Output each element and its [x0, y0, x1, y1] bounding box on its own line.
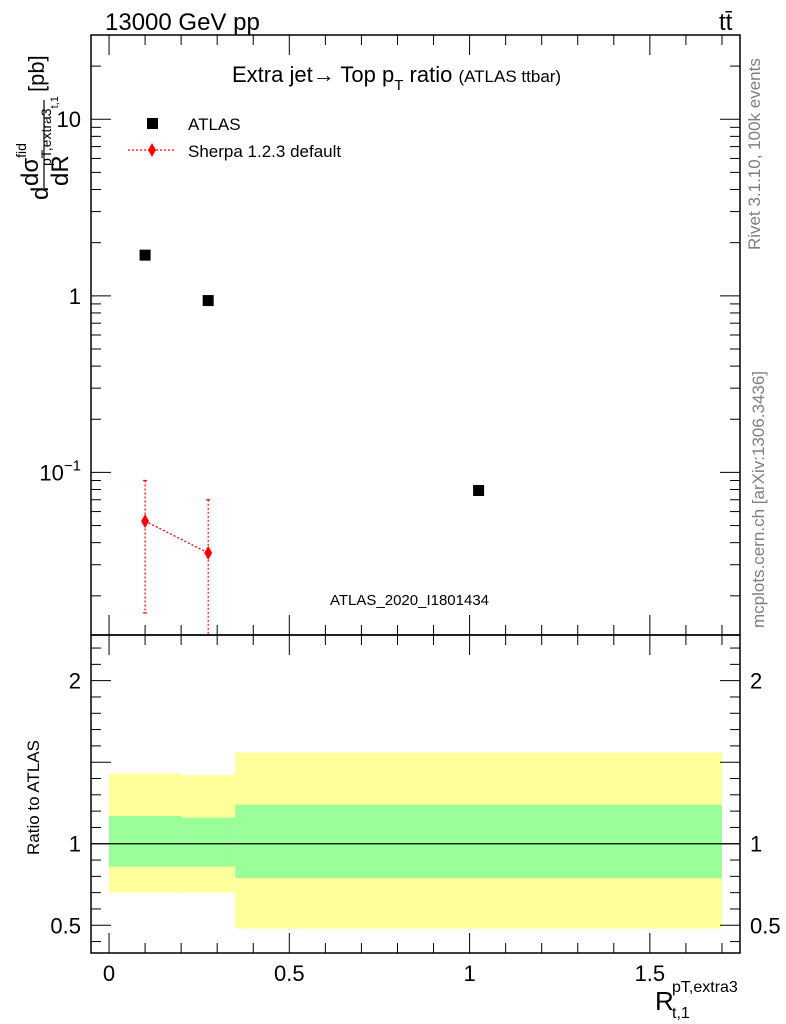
main-data-layer — [139, 249, 485, 635]
ratio-xlabel: R — [655, 986, 674, 1016]
plot-title: Extra jet→ Top pT ratio (ATLAS ttbar) — [232, 62, 561, 94]
ratio-ytick-label-right: 2 — [750, 669, 762, 694]
main-ytick-label: 10 — [57, 107, 81, 132]
ratio-xlabel-sub: t,1 — [672, 1005, 690, 1022]
svg-text:dσfid: dσfid — [13, 143, 44, 186]
atlas-point — [473, 484, 485, 496]
plot-title-tail: ratio — [403, 62, 458, 87]
ylabel-unit: [pb] — [24, 55, 49, 92]
atlas-point — [202, 295, 214, 307]
main-ytick-label: 10−1 — [39, 457, 81, 485]
legend: ATLAS Sherpa 1.2.3 default — [128, 115, 341, 161]
analysis-watermark: ATLAS_2020_I1801434 — [330, 592, 489, 609]
svg-text:pT,extra3t,1: pT,extra3t,1 — [38, 96, 61, 166]
ylabel-dsigma: dσ — [17, 158, 44, 186]
svg-text:dR: dR — [47, 155, 74, 186]
ylabel-sub2: t,1 — [49, 96, 61, 108]
legend-sherpa-marker — [148, 143, 156, 157]
ylabel-sub: pT,extra3 — [38, 108, 54, 166]
main-ytick-label: 1 — [69, 284, 81, 309]
svg-text:[pb]: [pb] — [24, 55, 49, 92]
main-ticks: 10−1 1 10 — [39, 34, 740, 635]
ratio-xtick-label: 0 — [103, 961, 115, 986]
xlabel-R: R — [655, 986, 674, 1016]
ratio-ytick-label-left: 0.5 — [50, 913, 81, 938]
ylabel-d: d — [27, 187, 54, 200]
plot-title-main: Extra jet→ Top p — [232, 62, 394, 87]
ratio-ytick-label-left: 1 — [69, 832, 81, 857]
plot-title-small: (ATLAS ttbar) — [458, 67, 561, 86]
svg-text:d: d — [27, 187, 54, 200]
rivet-label: Rivet 3.1.10, 100k events — [745, 58, 764, 250]
sherpa-point — [141, 514, 150, 529]
legend-atlas-label: ATLAS — [188, 115, 241, 134]
legend-atlas-marker — [147, 118, 158, 129]
ratio-ytick-label-left: 2 — [69, 669, 81, 694]
ratio-ticks: 0.5 0.5 1 1 2 2 0 0.5 1 1.5 — [50, 635, 781, 986]
ratio-xtick-label: 0.5 — [274, 961, 305, 986]
ratio-data-layer — [91, 752, 740, 929]
legend-sherpa-label: Sherpa 1.2.3 default — [188, 142, 341, 161]
ratio-ylabel: Ratio to ATLAS — [24, 740, 43, 855]
ratio-ytick-label-right: 0.5 — [750, 913, 781, 938]
main-panel: 10−1 1 10 Extra jet→ Top pT ratio (ATLAS t… — [13, 34, 741, 636]
plot-title-sub: T — [394, 77, 403, 94]
sherpa-point — [204, 545, 213, 560]
ratio-panel: 0.5 0.5 1 1 2 2 0 0.5 1 1.5 Ratio to ATLAS R pT,e… — [24, 634, 781, 1022]
main-ylabel: d dσfid pT,extra3t,1 dR [pb] — [13, 55, 74, 200]
ratio-band-inner — [181, 817, 236, 867]
ratio-xlabel-sup: pT,extra3 — [672, 979, 738, 996]
ylabel-dR: dR — [47, 155, 74, 186]
ratio-xtick-label: 1 — [463, 961, 475, 986]
header-energy-label: 13000 GeV pp — [105, 9, 260, 36]
ratio-band-inner — [109, 816, 182, 867]
header-process-label: tt̄ — [719, 9, 733, 36]
ratio-ytick-label-right: 1 — [750, 832, 762, 857]
ratio-xtick-label: 1.5 — [635, 961, 666, 986]
ylabel-fid: fid — [13, 143, 29, 158]
mcplots-label: mcplots.cern.ch [arXiv:1306.3436] — [749, 371, 768, 628]
sherpa-line — [144, 520, 209, 554]
atlas-point — [139, 249, 151, 261]
ratio-frame — [90, 634, 741, 954]
ratio-band-inner — [235, 804, 722, 878]
